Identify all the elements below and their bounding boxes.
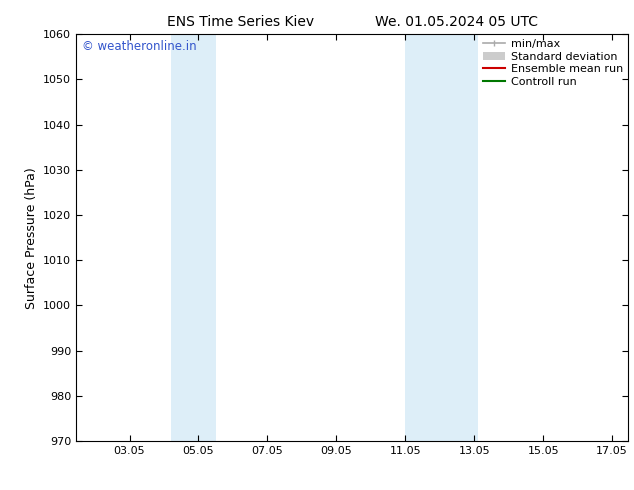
Bar [171, 34, 216, 441]
Text: We. 01.05.2024 05 UTC: We. 01.05.2024 05 UTC [375, 15, 538, 29]
Text: ENS Time Series Kiev: ENS Time Series Kiev [167, 15, 314, 29]
Y-axis label: Surface Pressure (hPa): Surface Pressure (hPa) [25, 167, 37, 309]
Legend: min/max, Standard deviation, Ensemble mean run, Controll run: min/max, Standard deviation, Ensemble me… [480, 35, 626, 91]
Bar [405, 34, 477, 441]
Text: © weatheronline.in: © weatheronline.in [82, 40, 196, 53]
